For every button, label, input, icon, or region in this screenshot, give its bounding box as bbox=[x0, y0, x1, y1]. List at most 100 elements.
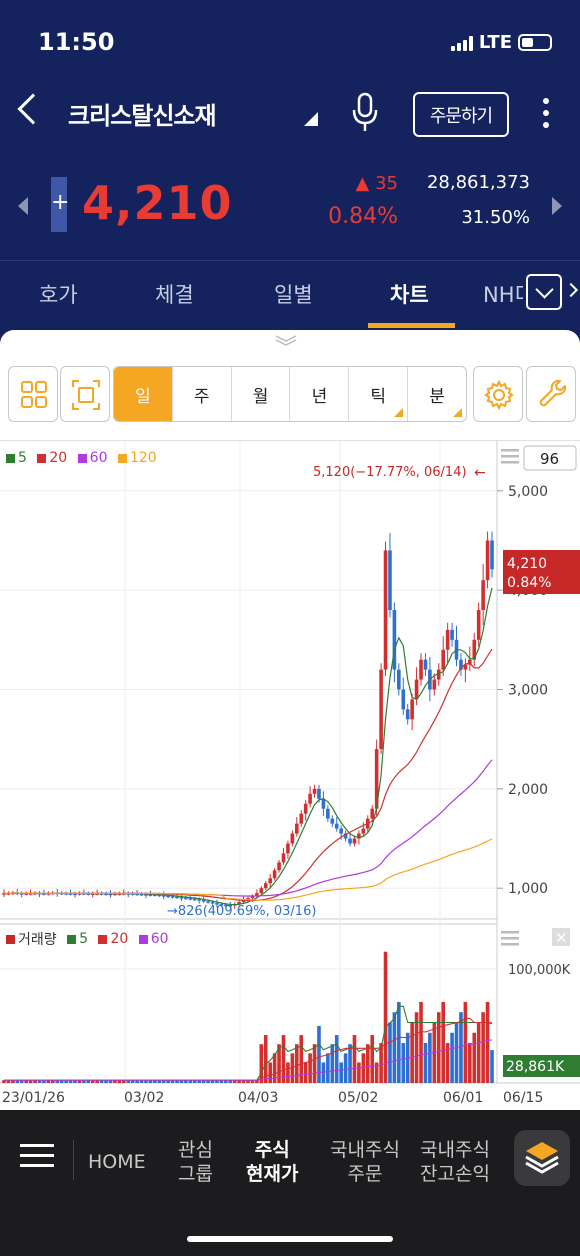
close-volume-glyph: ✕ bbox=[555, 929, 568, 947]
signal-icon bbox=[450, 35, 473, 51]
candle-body bbox=[24, 893, 28, 895]
volume-bar bbox=[166, 1080, 170, 1083]
volume-legend-item: 20 bbox=[98, 931, 128, 947]
add-favorite-button[interactable]: + bbox=[51, 177, 69, 232]
candle-body bbox=[397, 669, 401, 690]
volume-bar bbox=[428, 1032, 432, 1083]
volume-bar bbox=[468, 1043, 472, 1083]
volume-bar bbox=[343, 1053, 348, 1083]
volume-bar bbox=[423, 1043, 428, 1083]
chart-tools-button[interactable] bbox=[526, 366, 576, 422]
period-month[interactable]: 월 bbox=[232, 367, 291, 421]
volume-bar bbox=[175, 1080, 179, 1083]
collapse-grip-icon[interactable] bbox=[274, 334, 298, 346]
price-tick-label: 3,000 bbox=[508, 683, 548, 699]
candle-body bbox=[19, 893, 24, 895]
ma-legend-item: 60 bbox=[77, 450, 107, 466]
volume-bar bbox=[308, 1053, 312, 1083]
volume-bar bbox=[11, 1080, 15, 1083]
volume-bar bbox=[388, 1022, 392, 1083]
nav-domestic-balance[interactable]: 국내주식 잔고손익 bbox=[420, 1139, 490, 1185]
gear-icon bbox=[484, 379, 514, 411]
current-price: 4,210 bbox=[82, 176, 233, 230]
stock-selector-dropdown-icon[interactable] bbox=[304, 112, 318, 126]
nav-home[interactable]: HOME bbox=[88, 1151, 146, 1173]
volume-bar bbox=[130, 1080, 135, 1083]
turnover-rate: 31.50% bbox=[461, 207, 530, 228]
volume-bar bbox=[357, 1062, 361, 1083]
microphone-icon[interactable] bbox=[350, 92, 380, 134]
period-week[interactable]: 주 bbox=[173, 367, 232, 421]
tab-daily[interactable]: 일별 bbox=[274, 283, 313, 307]
volume-bar bbox=[68, 1080, 73, 1083]
candle-body bbox=[113, 893, 117, 896]
nav-watchlist[interactable]: 관심 그룹 bbox=[178, 1139, 213, 1185]
volume-bar bbox=[86, 1080, 91, 1083]
candle-body bbox=[255, 893, 259, 897]
next-stock-icon[interactable] bbox=[552, 197, 562, 215]
nav-domestic-order[interactable]: 국내주식 주문 bbox=[330, 1139, 400, 1185]
price-chart-svg[interactable]: 5,0004,0003,0002,0001,00023/01/2603/0204… bbox=[0, 441, 580, 1111]
candle-body bbox=[299, 813, 304, 824]
tab-chart[interactable]: 차트 bbox=[390, 283, 429, 307]
prev-stock-icon[interactable] bbox=[18, 197, 28, 215]
more-menu-icon[interactable] bbox=[543, 98, 549, 134]
period-day[interactable]: 일 bbox=[114, 367, 173, 421]
volume-bar bbox=[392, 1012, 397, 1083]
date-tick-label: 06/01 bbox=[443, 1090, 483, 1106]
volume-bar bbox=[348, 1044, 352, 1083]
volume-tick-label: 100,000K bbox=[508, 963, 571, 978]
volume-bar bbox=[108, 1080, 113, 1083]
price-tick-label: 5,000 bbox=[508, 484, 548, 500]
candle-body bbox=[108, 893, 113, 896]
candle-body bbox=[237, 902, 241, 905]
price-change-pct: 0.84% bbox=[328, 204, 398, 229]
candle-body bbox=[90, 893, 95, 895]
volume-bar bbox=[326, 1053, 330, 1083]
volume-bar bbox=[259, 1044, 264, 1083]
back-icon[interactable] bbox=[17, 93, 49, 125]
tab-orderbook[interactable]: 호가 bbox=[39, 283, 78, 307]
volume-bar bbox=[161, 1080, 166, 1083]
volume-bar bbox=[414, 1012, 419, 1083]
chart-settings-button[interactable] bbox=[473, 366, 523, 422]
volume-bar bbox=[153, 1080, 157, 1083]
price-change: ▲ 35 bbox=[355, 173, 398, 194]
volume-legend-item: 60 bbox=[138, 931, 169, 947]
volume-bar bbox=[299, 1035, 304, 1083]
candle-body bbox=[241, 900, 246, 903]
chart-area[interactable]: 5,0004,0003,0002,0001,00023/01/2603/0204… bbox=[0, 440, 580, 1110]
candle-body bbox=[445, 629, 450, 650]
period-year[interactable]: 년 bbox=[290, 367, 350, 421]
stock-name[interactable]: 크리스탈신소재 bbox=[68, 102, 217, 130]
candle-body bbox=[436, 669, 441, 680]
candle-body bbox=[392, 610, 397, 670]
candle-body bbox=[201, 900, 206, 902]
order-button[interactable]: 주문하기 bbox=[413, 92, 509, 137]
candle-body bbox=[148, 894, 153, 896]
candle-body bbox=[161, 895, 166, 897]
vol-ma60-line bbox=[4, 1039, 493, 1081]
tab-nh[interactable]: NH디 bbox=[483, 283, 523, 307]
nav-stock-quote[interactable]: 주식 현재가 bbox=[246, 1139, 299, 1185]
period-minute[interactable]: 분 bbox=[408, 367, 466, 421]
period-tick[interactable]: 틱 bbox=[349, 367, 409, 421]
candle-body bbox=[73, 893, 77, 896]
layers-button[interactable] bbox=[514, 1130, 570, 1186]
tab-scroll-right-icon[interactable] bbox=[563, 282, 579, 298]
fullscreen-button[interactable] bbox=[60, 366, 110, 422]
candle-body bbox=[259, 888, 264, 894]
volume-bar bbox=[28, 1080, 33, 1083]
tab-dropdown-icon[interactable] bbox=[526, 274, 562, 310]
hamburger-menu-icon[interactable] bbox=[20, 1142, 54, 1170]
volume-bar bbox=[268, 1062, 272, 1083]
tab-executions[interactable]: 체결 bbox=[155, 283, 194, 307]
chart-menu-icon bbox=[501, 461, 519, 464]
volume-bar bbox=[463, 1001, 468, 1083]
layout-grid-button[interactable] bbox=[8, 366, 58, 422]
volume-bar bbox=[19, 1080, 24, 1083]
volume-bar bbox=[317, 1025, 321, 1083]
date-tick-label: 06/15 bbox=[503, 1090, 543, 1106]
candle-body bbox=[64, 893, 68, 895]
candle-body bbox=[468, 659, 472, 665]
